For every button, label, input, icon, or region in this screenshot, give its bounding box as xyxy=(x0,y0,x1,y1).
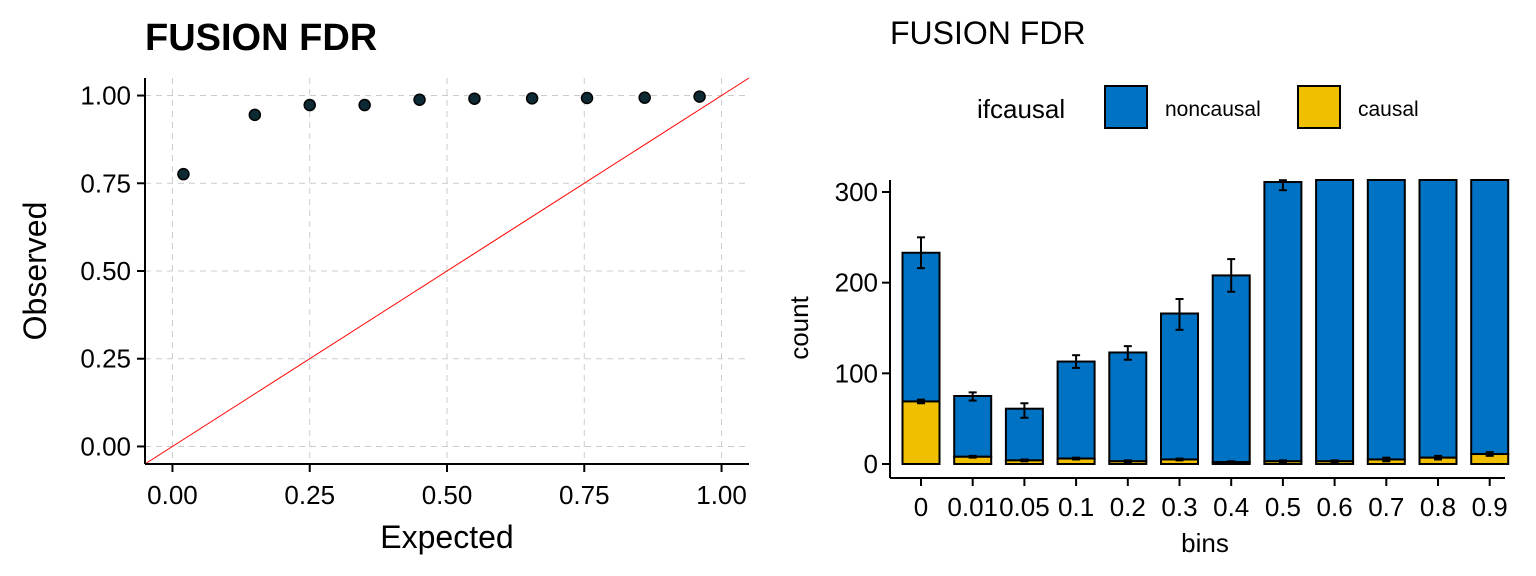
error-bar-causal xyxy=(1072,456,1081,461)
x-tick-label: 0.01 xyxy=(947,492,998,522)
scatter-chart-title: FUSION FDR xyxy=(145,17,377,59)
y-tick-label: 0 xyxy=(864,449,878,479)
scatter-point xyxy=(693,90,706,103)
legend-label-causal: causal xyxy=(1358,98,1419,121)
scatter-axes: 0.00 0.25 0.50 0.75 1.00 0.00 0.25 0.50 0.75 1.00 xyxy=(80,78,749,510)
scatter-point xyxy=(580,91,594,105)
y-tick-label: 0.00 xyxy=(80,431,131,461)
bar-noncausal xyxy=(1470,179,1510,456)
x-tick-label: 0.25 xyxy=(284,480,335,510)
error-bar-causal xyxy=(1434,454,1442,461)
scatter-point xyxy=(303,98,316,112)
scatter-point xyxy=(468,92,481,105)
bar-noncausal xyxy=(1315,179,1355,463)
legend-title: ifcausal xyxy=(977,94,1065,124)
y-tick-label: 0.75 xyxy=(80,168,131,198)
bar-noncausal xyxy=(1366,179,1406,461)
error-bar-causal xyxy=(1175,457,1184,462)
qq-plot-panel: FUSION FDR 0.00 0.25 0.50 0.75 1.000.000.250… xyxy=(17,17,750,555)
y-tick-label: 300 xyxy=(835,177,878,207)
error-bar-causal xyxy=(917,398,925,405)
x-tick-label: 0.9 xyxy=(1472,492,1508,522)
error-bar-causal xyxy=(1278,459,1287,464)
bar-x-axis-title: bins xyxy=(1181,528,1229,558)
error-bar-causal xyxy=(1330,459,1339,464)
x-tick-label: 0.4 xyxy=(1213,492,1249,522)
x-tick-label: 0.05 xyxy=(999,492,1050,522)
bar-y-axis-title: count xyxy=(784,295,814,359)
error-bar-causal xyxy=(1227,460,1236,465)
scatter-point xyxy=(177,167,190,181)
bar-noncausal xyxy=(1263,181,1303,463)
stacked-bars xyxy=(901,179,1510,466)
bar-noncausal xyxy=(1418,179,1458,459)
scatter-point xyxy=(525,92,539,105)
legend-key-noncausal xyxy=(1104,85,1148,129)
reference-line xyxy=(144,77,750,465)
x-tick-label: 0.00 xyxy=(147,480,198,510)
legend-key-causal xyxy=(1297,85,1341,129)
scatter-point xyxy=(413,93,426,107)
x-tick-label: 0.1 xyxy=(1058,492,1094,522)
bar-chart-panel: FUSION FDR ifcausal noncausal causal 0 0.… xyxy=(784,15,1510,558)
error-bar-total xyxy=(1123,345,1132,361)
error-bar-causal xyxy=(1382,456,1391,463)
x-tick-label: 0.3 xyxy=(1161,492,1197,522)
error-bar-causal xyxy=(1123,459,1132,464)
x-tick-label: 0.75 xyxy=(559,480,610,510)
scatter-point xyxy=(358,98,371,112)
scatter-point xyxy=(638,91,651,104)
scatter-x-axis-title: Expected xyxy=(380,519,513,555)
x-tick-label: 0.7 xyxy=(1368,492,1404,522)
error-bar-total xyxy=(1072,354,1081,369)
x-tick-label: 0.8 xyxy=(1420,492,1456,522)
scatter-y-axis-title: Observed xyxy=(17,202,53,341)
y-tick-label: 100 xyxy=(835,358,878,388)
x-tick-label: 1.00 xyxy=(696,480,747,510)
error-bar-total xyxy=(968,391,977,402)
bar-axes: 0 0.01 0.05 0.1 0.2 0.3 0.4 0.5 0.6 0.7 0.8 0.9 0 100… xyxy=(835,177,1508,522)
bar-noncausal xyxy=(1160,312,1199,461)
bar-noncausal xyxy=(1004,407,1044,462)
y-tick-label: 0.50 xyxy=(80,256,131,286)
error-bar-total xyxy=(917,236,925,270)
error-bar-total xyxy=(1020,402,1029,419)
scatter-point xyxy=(248,108,262,122)
y-tick-label: 1.00 xyxy=(80,81,131,111)
bar-noncausal xyxy=(1108,351,1148,463)
bar-noncausal xyxy=(1211,274,1251,464)
bar-noncausal xyxy=(1056,360,1096,460)
x-tick-label: 0.5 xyxy=(1265,492,1301,522)
error-bar-causal xyxy=(1020,458,1029,463)
error-bar-total xyxy=(1175,297,1184,331)
error-bar-total xyxy=(1227,258,1236,293)
scatter-points xyxy=(177,90,706,181)
bar-chart-title: FUSION FDR xyxy=(890,15,1086,51)
bar-causal xyxy=(901,400,941,466)
y-tick-label: 0.25 xyxy=(80,344,131,374)
bar-noncausal xyxy=(953,395,993,458)
error-bar-causal xyxy=(1485,451,1494,457)
legend: ifcausal noncausal causal xyxy=(977,85,1419,129)
x-tick-label: 0.50 xyxy=(422,480,473,510)
bar-noncausal xyxy=(901,251,941,403)
x-tick-label: 0.2 xyxy=(1110,492,1146,522)
error-bar-total xyxy=(1278,179,1287,192)
x-tick-label: 0.6 xyxy=(1317,492,1353,522)
legend-label-noncausal: noncausal xyxy=(1165,98,1261,121)
error-bar-causal xyxy=(968,454,977,459)
error-bars xyxy=(917,179,1494,465)
y-tick-label: 200 xyxy=(835,268,878,298)
x-tick-label: 0 xyxy=(914,492,928,522)
